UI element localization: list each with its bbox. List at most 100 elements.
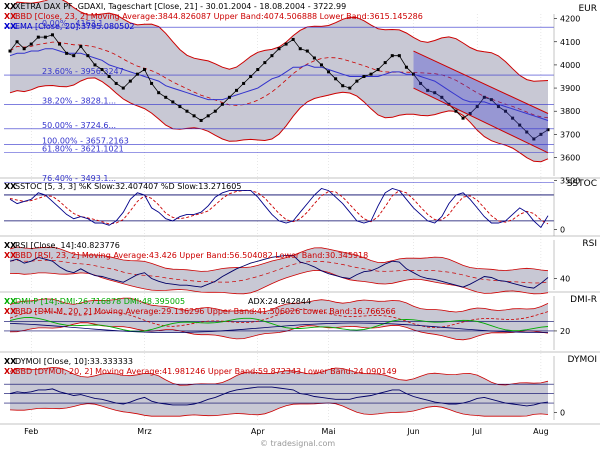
price-point (426, 88, 430, 92)
bollinger-bands (9, 0, 549, 417)
panel-title: EUR (578, 4, 597, 14)
rsi-upper-band (9, 246, 549, 272)
price-band-fill (10, 0, 548, 162)
price-point (58, 42, 62, 46)
price-point (518, 123, 522, 127)
price-point (242, 81, 246, 85)
price-point (220, 102, 224, 106)
price-point (100, 68, 104, 72)
legend-icon: XX (4, 22, 17, 31)
panel-title: DMI-R (570, 295, 597, 305)
fib-label: 76.40% - 3493.1... (42, 174, 116, 183)
price-point (291, 37, 295, 41)
legend-text: BBD [DMI-M, 20, 2] Moving Average:29.136… (15, 307, 396, 316)
legend-icon: XX (4, 357, 17, 366)
month-label-mai: Mai (322, 427, 336, 436)
price-point (397, 54, 401, 58)
y-tick-label: 3500 (560, 177, 580, 186)
price-point (468, 112, 472, 116)
price-point (121, 86, 125, 90)
panels-background (0, 14, 600, 425)
price-point (404, 65, 408, 69)
price-point (86, 54, 90, 58)
price-point (327, 70, 331, 74)
price-point (15, 40, 19, 44)
legend-icon: XX (4, 297, 17, 306)
legend-icon: XX (4, 307, 17, 316)
price-point (525, 130, 529, 134)
price-point (213, 109, 217, 113)
fib-label: 0.00% - 4163.1 (42, 19, 103, 28)
y-tick-label: 3800 (560, 107, 580, 116)
fib-label: 100.00% - 3657.2163 (42, 136, 129, 145)
fib-label: 61.80% - 3621.1021 (42, 145, 124, 154)
price-point (199, 118, 203, 122)
dymoi-line (9, 386, 549, 407)
trend-channel-bottom (413, 87, 549, 154)
panel-title: RSI (582, 239, 597, 249)
price-point (65, 51, 69, 55)
legend-icon: XX (4, 2, 17, 11)
price-point (348, 86, 352, 90)
y-tick-label: 4200 (560, 15, 580, 24)
month-label-jun: Jun (406, 427, 420, 436)
price-point (334, 77, 338, 81)
price-point (284, 42, 288, 46)
watermark-text: © tradesignal.com (260, 439, 335, 448)
price-point (128, 79, 132, 83)
price-upper-band (9, 0, 549, 82)
price-lower-band (9, 77, 549, 163)
price-point (249, 74, 253, 78)
dmi-p-line (9, 317, 549, 332)
month-label-aug: Aug (533, 427, 549, 436)
price-point (496, 105, 500, 109)
price-point (143, 68, 146, 72)
legend-text: BBD [DYMOI, 20, 2] Moving Average:41.981… (15, 367, 397, 376)
sstoc-k-line (9, 187, 549, 229)
price-point (171, 100, 175, 104)
trend-channel (413, 51, 548, 153)
y-tick-label: 0 (560, 408, 565, 417)
price-point (235, 88, 239, 92)
price-point (433, 91, 437, 95)
price-point (185, 109, 189, 113)
price-point (29, 42, 33, 46)
price-point (277, 47, 281, 51)
price-point (93, 63, 97, 67)
price-point (312, 56, 316, 60)
price-point (150, 81, 154, 85)
price-point (546, 128, 550, 132)
legend-text: RSI [Close, 14]:40.823776 (15, 241, 120, 250)
month-label-mrz: Mrz (137, 427, 151, 436)
price-point (36, 35, 40, 39)
price-point (532, 137, 536, 141)
price-point (447, 102, 451, 106)
price-point (192, 114, 196, 118)
price-point (79, 44, 83, 48)
price-point (227, 95, 231, 99)
dmi-upper-band (9, 297, 549, 313)
y-tick-label: 20 (560, 327, 570, 336)
price-point (157, 91, 161, 95)
legend-icon: XX (4, 241, 17, 250)
rsi-band-fill (10, 247, 548, 294)
price-point (135, 72, 139, 76)
price-point (43, 35, 47, 39)
price-point (50, 33, 54, 37)
ema-line (9, 48, 549, 121)
price-point (263, 61, 267, 65)
dymoi-lower-band (9, 402, 549, 417)
rsi-line (9, 254, 549, 289)
fib-label: 38.20% - 3828.1... (42, 97, 116, 106)
price-point (489, 98, 493, 102)
legend-text: BBD [RSI, 23, 2] Moving Average:43.426 U… (15, 251, 368, 260)
price-point (178, 105, 182, 109)
price-point (362, 74, 366, 78)
price-point (511, 116, 515, 120)
y-tick-label: 3600 (560, 153, 580, 162)
price-point (256, 68, 260, 72)
month-label-feb: Feb (24, 427, 38, 436)
trend-channel-top (413, 50, 549, 114)
price-point (504, 109, 508, 113)
price-point (114, 81, 118, 85)
